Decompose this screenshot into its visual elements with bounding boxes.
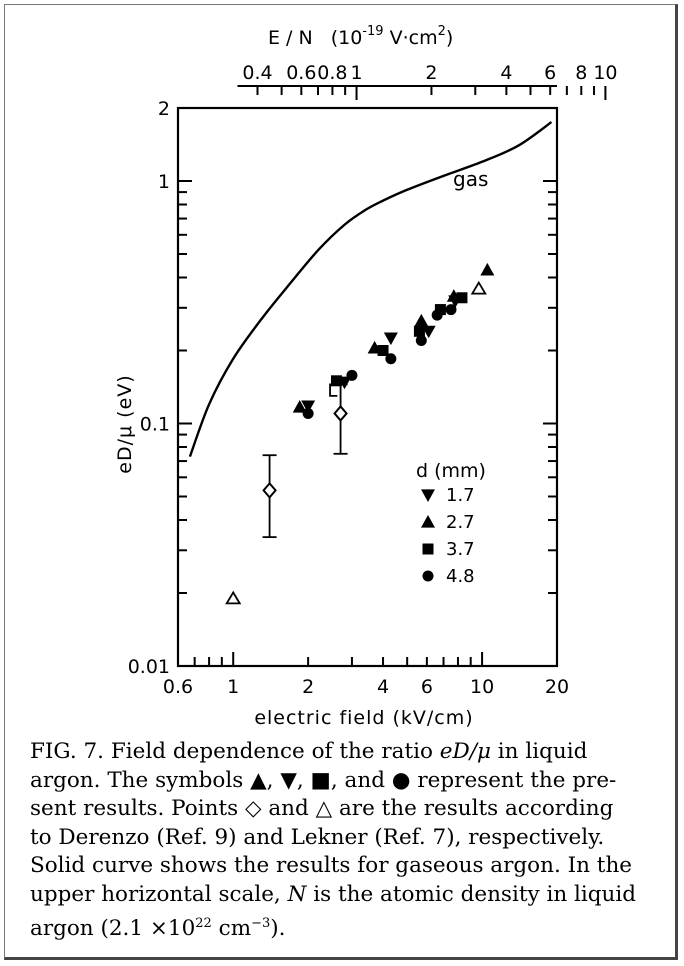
data-point-circle — [445, 304, 457, 316]
top-tick-label: 0.6 — [286, 62, 316, 84]
caption-line-6: upper horizontal scale, N is the atomic … — [30, 881, 637, 907]
page-frame — [4, 4, 678, 960]
data-point-square — [434, 304, 446, 316]
legend-label: 4.8 — [446, 566, 475, 587]
data-point-square — [330, 375, 342, 387]
figure-caption: FIG. 7. Field dependence of the ratio eD… — [30, 738, 670, 943]
reference-point-lekner — [470, 280, 487, 295]
data-point-circle — [385, 353, 397, 365]
legend-label: 3.7 — [446, 539, 475, 560]
caption-line-7: argon (2.1 ×1022 cm−3). — [30, 915, 286, 941]
y-tick-label: 2 — [158, 98, 170, 120]
reference-point-lekner — [225, 590, 242, 605]
x-tick-label: 2 — [302, 676, 314, 698]
x-tick-label: 4 — [377, 676, 389, 698]
filled-circle-icon: ● — [391, 767, 411, 793]
filled-square-icon: ■ — [310, 767, 331, 793]
top-tick-label: 4 — [500, 62, 512, 84]
filled-triangle-down-icon: ▼ — [280, 767, 297, 793]
open-triangle-icon: △ — [315, 796, 333, 822]
top-axis-label-rest: V·cm — [384, 27, 438, 49]
x-tick-label: 10 — [470, 676, 494, 698]
reference-point-derenzo — [262, 481, 277, 499]
data-point-circle — [346, 369, 358, 381]
top-tick-label: 6 — [544, 62, 556, 84]
gas-curve — [188, 121, 553, 458]
plot-frame — [176, 106, 559, 668]
data-points — [292, 262, 495, 419]
top-axis-label-exp2: 2 — [438, 24, 446, 39]
top-axis-label-exp: -19 — [362, 24, 383, 39]
data-point-square — [456, 292, 468, 304]
data-point-circle — [415, 334, 427, 346]
legend-marker-circle — [422, 570, 434, 582]
top-axis-label-open: (10 — [331, 27, 363, 49]
x-tick-label: 20 — [545, 676, 569, 698]
y-tick-label: 0.01 — [128, 656, 170, 678]
x-tick-label: 0.6 — [163, 676, 193, 698]
data-point-triangle-down — [421, 325, 436, 339]
x-axis-label: electric field (kV/cm) — [254, 707, 473, 729]
data-point-square — [377, 345, 389, 357]
data-point-triangle-up — [480, 262, 495, 276]
data-point-triangle-down — [301, 400, 316, 414]
caption-line-2: argon. The symbols ▲, ▼, ■, and ● repres… — [30, 767, 617, 793]
y-axis-label: eD/μ (eV) — [114, 374, 136, 473]
caption-line-1: FIG. 7. Field dependence of the ratio eD… — [30, 739, 588, 764]
legend-marker-triangle-up — [421, 515, 435, 528]
top-tick-label: 0.8 — [317, 62, 347, 84]
y-tick-label: 1 — [158, 171, 170, 193]
data-point-circle — [431, 309, 443, 321]
caption-line-3: sent results. Points ◇ and △ are the res… — [30, 796, 614, 822]
data-point-triangle-up — [414, 313, 429, 327]
reference-points — [225, 280, 487, 605]
open-diamond-icon: ◇ — [244, 796, 262, 822]
top-axis-label-close: ) — [446, 27, 453, 49]
top-tick-label: 10 — [593, 62, 617, 84]
reference-point-derenzo — [333, 404, 348, 422]
x-tick-label: 6 — [421, 676, 433, 698]
legend: d (mm) 1.7 2.7 3.7 4.8 — [416, 460, 486, 587]
data-point-circle — [302, 407, 314, 419]
x-tick-label: 1 — [227, 676, 239, 698]
top-axis-label: E / N (10-19 V·cm2) — [268, 24, 453, 49]
caption-line-4: to Derenzo (Ref. 9) and Lekner (Ref. 7),… — [30, 824, 605, 850]
data-point-triangle-up — [292, 399, 307, 413]
top-tick-label: 8 — [575, 62, 587, 84]
caption-line-5: Solid curve shows the results for gaseou… — [30, 853, 633, 879]
y-tick-label: 0.1 — [140, 413, 170, 435]
top-tick-label: 0.4 — [242, 62, 272, 84]
legend-marker-triangle-down — [421, 489, 435, 502]
filled-triangle-up-icon: ▲ — [250, 767, 267, 793]
data-point-square — [413, 325, 425, 337]
top-axis-label-main: E / N — [268, 27, 313, 49]
gas-curve-label: gas — [453, 167, 488, 191]
data-point-triangle-down — [383, 332, 398, 346]
legend-label: 2.7 — [446, 512, 475, 533]
legend-marker-square — [422, 543, 434, 555]
legend-title: d (mm) — [416, 460, 486, 482]
top-tick-label: 2 — [425, 62, 437, 84]
top-tick-label: 1 — [350, 62, 362, 84]
legend-label: 1.7 — [446, 485, 475, 506]
